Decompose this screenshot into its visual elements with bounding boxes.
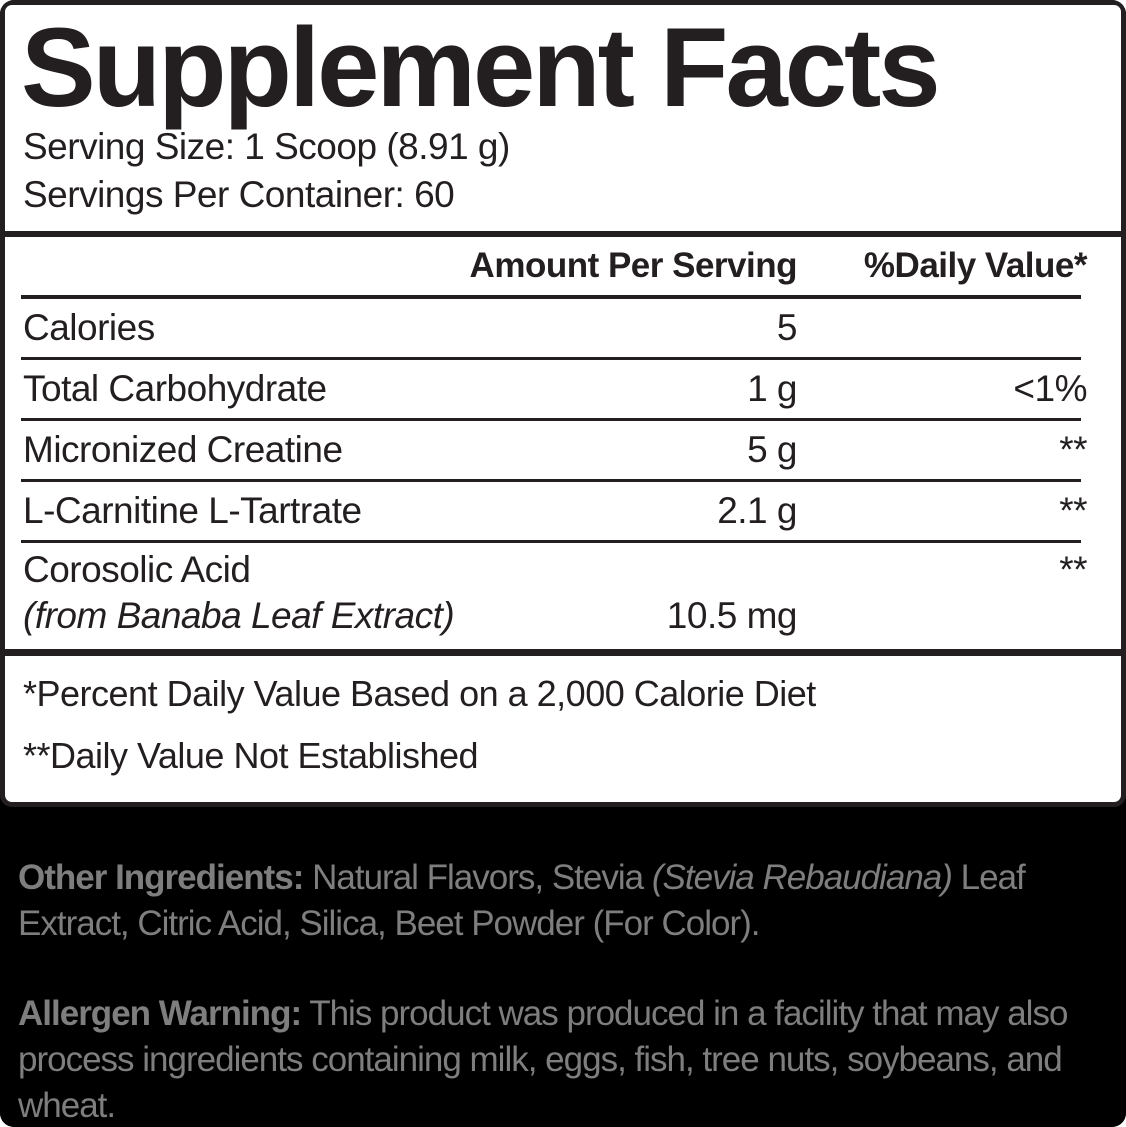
nutrient-name: Total Carbohydrate — [23, 368, 327, 410]
other-ingredients-label: Other Ingredients: — [18, 858, 304, 897]
serving-info: Serving Size: 1 Scoop (8.91 g) Servings … — [23, 123, 1087, 219]
supplement-facts-title: Supplement Facts — [21, 5, 941, 130]
column-header-daily-value: %Daily Value* — [863, 246, 1088, 286]
nutrient-daily-value: <1% — [1013, 368, 1087, 410]
other-ingredients: Other Ingredients: Natural Flavors, Stev… — [18, 855, 1096, 947]
footnote-rule — [5, 649, 1121, 657]
table-row-calories: Calories 5 — [23, 299, 1087, 357]
nutrient-daily-value: ** — [1059, 490, 1087, 532]
nutrient-name: Calories — [23, 307, 155, 349]
bottom-section: Other Ingredients: Natural Flavors, Stev… — [0, 807, 1126, 1127]
other-ingredients-text-1: Natural Flavors, Stevia — [303, 858, 652, 897]
other-ingredients-latin-name: (Stevia Rebaudiana) — [651, 858, 953, 897]
row-rule — [21, 479, 1081, 483]
footnote-daily-value: *Percent Daily Value Based on a 2,000 Ca… — [23, 673, 816, 715]
nutrient-amount: 1 g — [747, 368, 797, 410]
servings-per-container: Servings Per Container: 60 — [23, 174, 455, 216]
table-row-l-carnitine: L-Carnitine L-Tartrate 2.1 g ** — [23, 482, 1088, 540]
header-rule — [21, 295, 1081, 300]
row-rule — [21, 418, 1081, 422]
allergen-warning-label: Allergen Warning: — [18, 994, 302, 1033]
nutrient-source: (from Banaba Leaf Extract) — [23, 595, 455, 637]
row-rule — [21, 540, 1081, 544]
nutrient-amount: 2.1 g — [717, 490, 797, 532]
allergen-warning: Allergen Warning: This product was produ… — [18, 991, 1096, 1127]
table-row-corosolic-acid: Corosolic Acid ** (from Banaba Leaf Extr… — [23, 543, 1088, 649]
nutrient-name: L-Carnitine L-Tartrate — [23, 490, 362, 532]
supplement-facts-panel: Supplement Facts Serving Size: 1 Scoop (… — [0, 0, 1126, 807]
allergen-warning-text: This product was produced in a facility … — [18, 994, 1068, 1125]
table-row-micronized-creatine: Micronized Creatine 5 g ** — [23, 421, 1088, 479]
other-ingredients-text-2: Leaf Extract, Citric Acid, Silica, Beet … — [18, 858, 1026, 943]
table-top-rule — [5, 231, 1121, 238]
nutrient-daily-value: ** — [1059, 549, 1087, 591]
table-row-total-carbohydrate: Total Carbohydrate 1 g <1% — [23, 360, 1088, 418]
column-header-amount: Amount Per Serving — [469, 246, 798, 286]
table-header-row: Amount Per Serving %Daily Value* — [23, 237, 1088, 295]
nutrient-amount: 5 — [776, 307, 798, 349]
nutrient-daily-value: ** — [1059, 429, 1087, 471]
nutrient-name: Corosolic Acid — [23, 549, 251, 591]
nutrient-amount: 10.5 mg — [666, 595, 798, 637]
nutrient-amount: 5 g — [747, 429, 797, 471]
row-rule — [21, 357, 1081, 361]
footnote-not-established: **Daily Value Not Established — [23, 735, 479, 777]
nutrient-name: Micronized Creatine — [23, 429, 343, 471]
serving-size: Serving Size: 1 Scoop (8.91 g) — [23, 126, 510, 168]
